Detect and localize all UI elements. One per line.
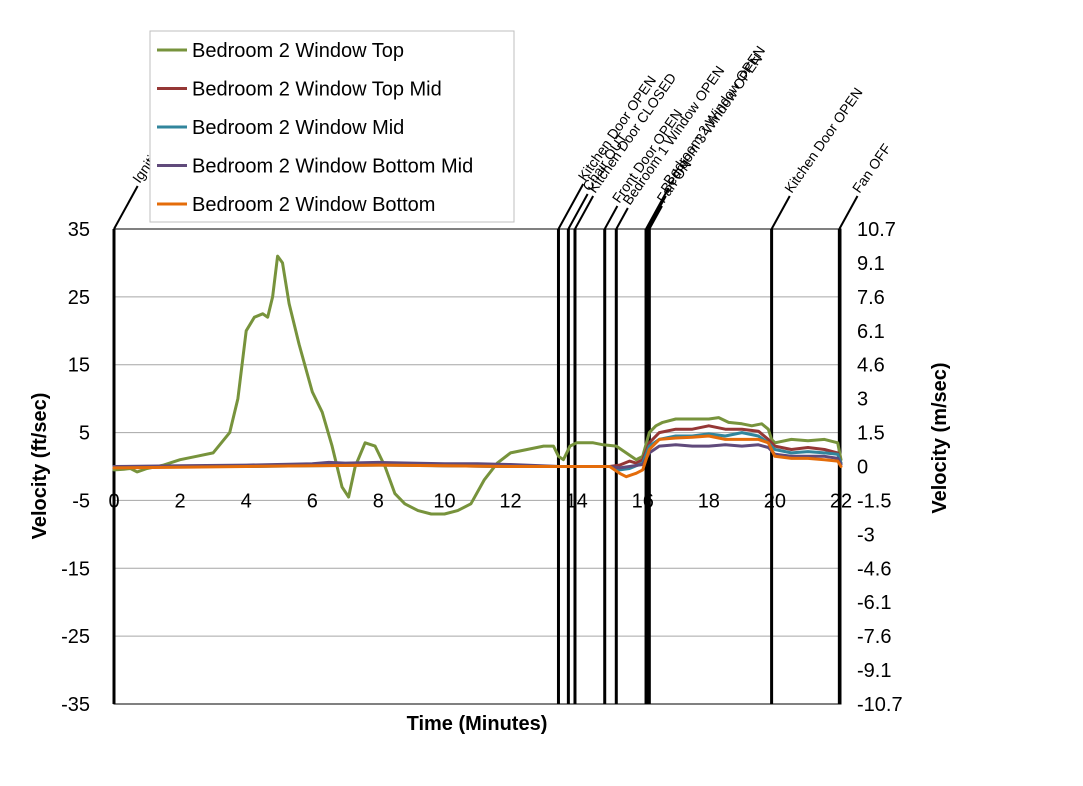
x-tick-label: 12 <box>499 490 521 512</box>
y2-tick-label: -4.6 <box>857 558 891 580</box>
y-tick-label: 15 <box>68 355 90 377</box>
y2-tick-label: 9.1 <box>857 253 885 275</box>
event-leader <box>645 187 670 230</box>
y2-tick-label: -3 <box>857 524 875 546</box>
series-lines <box>112 254 843 516</box>
legend-item: Bedroom 2 Window Bottom <box>157 194 435 216</box>
y-tick-label: 25 <box>68 287 90 309</box>
legend-label: Bedroom 2 Window Top Mid <box>192 79 442 101</box>
y2-tick-label: 3 <box>857 389 868 411</box>
event-marker: Ignition <box>112 140 168 704</box>
y2-tick-label: -10.7 <box>857 694 903 716</box>
x-tick-label: 18 <box>698 490 720 512</box>
y2-tick-label: -1.5 <box>857 490 891 512</box>
legend-item: Bedroom 2 Window Top <box>157 40 404 62</box>
event-leader <box>574 195 595 230</box>
x-tick-label: 20 <box>764 490 786 512</box>
series-line-5 <box>112 434 843 479</box>
legend-item: Bedroom 2 Window Mid <box>157 117 404 139</box>
x-axis-title: Time (Minutes) <box>407 713 548 735</box>
y-tick-label: 5 <box>79 423 90 445</box>
legend-items: Bedroom 2 Window Top Bedroom 2 Window Top… <box>157 40 473 216</box>
event-leader <box>603 205 619 230</box>
legend-box <box>149 30 515 223</box>
y2-tick-label: -7.6 <box>857 626 891 648</box>
legend-item: Bedroom 2 Window Bottom Mid <box>157 156 473 178</box>
y2-tick-label: 4.6 <box>857 355 885 377</box>
x-tick-label: 6 <box>307 490 318 512</box>
event-leader <box>557 183 585 230</box>
y-axis-ticks: 35 25 15 5 -5 -15 -25 -35 <box>61 219 90 716</box>
x-tick-label: 0 <box>108 490 119 512</box>
y-tick-label: -35 <box>61 694 90 716</box>
y-tick-label: 35 <box>68 219 90 241</box>
x-axis-ticks: 0 2 4 6 8 10 12 14 16 18 20 22 <box>108 490 852 512</box>
event-leader <box>648 205 663 230</box>
legend-item: Bedroom 2 Window Top Mid <box>157 79 442 101</box>
event-leader <box>646 195 667 230</box>
y2-tick-label: 6.1 <box>857 321 885 343</box>
x-tick-label: 2 <box>175 490 186 512</box>
legend-label: Bedroom 2 Window Bottom Mid <box>192 156 473 178</box>
x-tick-label: 16 <box>632 490 654 512</box>
y-tick-label: -25 <box>61 626 90 648</box>
series-line-1 <box>112 254 843 516</box>
y2-tick-label: 7.6 <box>857 287 885 309</box>
gridlines <box>114 228 841 705</box>
event-leader <box>615 207 629 230</box>
y2-axis-title: Velocity (m/sec) <box>929 362 951 513</box>
legend-label: Bedroom 2 Window Mid <box>192 117 404 139</box>
y2-tick-label: 0 <box>857 457 868 479</box>
x-tick-label: 10 <box>433 490 455 512</box>
x-tick-label: 22 <box>830 490 852 512</box>
legend-label: Bedroom 2 Window Bottom <box>192 194 435 216</box>
event-label: Fan OFF <box>849 141 894 196</box>
event-leader <box>770 195 791 230</box>
y-axis-title: Velocity (ft/sec) <box>29 393 51 540</box>
legend-label: Bedroom 2 Window Top <box>192 40 404 62</box>
y2-tick-label: 10.7 <box>857 219 896 241</box>
event-leader <box>113 185 139 230</box>
y-tick-label: -5 <box>72 490 90 512</box>
y2-tick-label: -9.1 <box>857 660 891 682</box>
x-tick-label: 14 <box>566 490 588 512</box>
x-tick-label: 4 <box>241 490 252 512</box>
event-leader <box>838 195 859 230</box>
event-marker: Bedroom 1 Window OPEN <box>614 63 727 704</box>
x-tick-label: 8 <box>373 490 384 512</box>
y2-axis-ticks: 10.7 9.1 7.6 6.1 4.6 3 1.5 0 -1.5 -3 -4.6 -6.1 -7.6 -… <box>857 219 903 716</box>
legend: Bedroom 2 Window Top Bedroom 2 Window Top… <box>149 30 515 223</box>
event-leader <box>567 193 589 230</box>
y-tick-label: -15 <box>61 558 90 580</box>
y2-tick-label: -6.1 <box>857 592 891 614</box>
y2-tick-label: 1.5 <box>857 423 885 445</box>
event-marker: Kitchen Door OPEN <box>770 85 866 704</box>
series-line-4 <box>112 443 843 470</box>
event-marker: Chair OUT <box>566 129 631 704</box>
